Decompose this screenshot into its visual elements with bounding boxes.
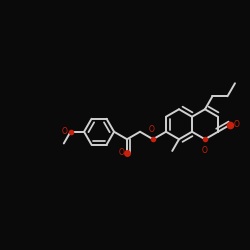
Text: O: O	[62, 127, 67, 136]
Text: O: O	[233, 120, 239, 129]
Text: O: O	[202, 146, 208, 155]
Text: O: O	[149, 125, 155, 134]
Text: O: O	[118, 148, 124, 157]
